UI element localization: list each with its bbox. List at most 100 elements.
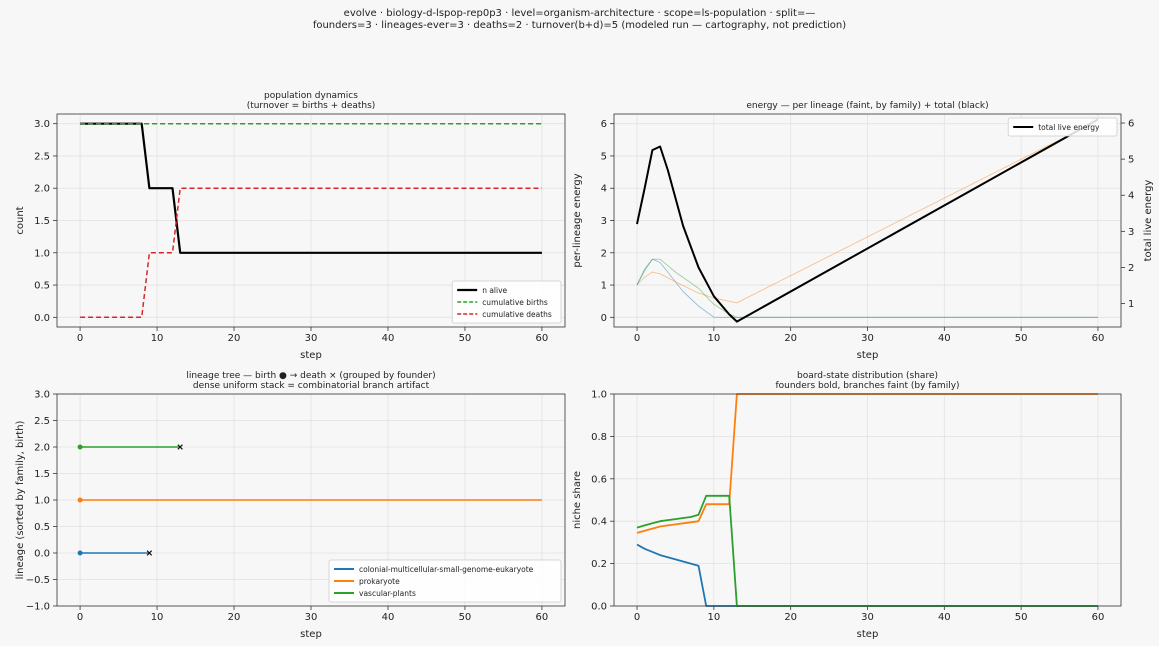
birth-marker-colonial-multicellular-small-genome-eukaryote (77, 550, 83, 556)
niche-share-title: board-state distribution (share) (797, 371, 938, 381)
niche-share-y-tick-label: 0.8 (591, 432, 607, 443)
population-y-label: count (15, 206, 26, 234)
lineage-tree-x-tick-label: 10 (151, 612, 164, 623)
population-series-group (80, 122, 542, 319)
lineage-tree-y-tick-label: −0.5 (26, 575, 50, 586)
lineage-tree-title: lineage tree — birth ● → death × (groupe… (186, 371, 435, 381)
energy-x-tick-label: 40 (938, 333, 951, 344)
lineage-tree-x-tick-label: 30 (305, 612, 318, 623)
population-x-tick-label: 20 (228, 333, 241, 344)
niche-share-frame (613, 393, 1122, 607)
lineage-tree-legend-box (328, 559, 562, 603)
lineage-tree-legend-label: vascular-plants (359, 589, 416, 598)
lineage-tree-y-tick-label: 1.0 (34, 496, 50, 507)
lineage-tree-series-group (77, 444, 542, 556)
energy-chart: 0 10 20 30 40 50 60 0 1 2 3 4 5 6 1 2 3 4 5 6 total live ene… (572, 101, 1154, 361)
figure-title: evolve · biology-d-lspop-rep0p3 · level=… (0, 8, 1159, 32)
niche-share-x-tick-label: 50 (1015, 612, 1028, 623)
energy-y-right-tick-label: 1 (1128, 299, 1134, 310)
population-frame (56, 113, 566, 328)
energy-x-tick-label: 0 (634, 333, 640, 344)
energy-y-right-tick-label: 5 (1128, 155, 1134, 166)
population-x-tick-label: 50 (459, 333, 472, 344)
lineage-tree-y-tick-label: 2.0 (34, 443, 50, 454)
niche-share-x-label: step (857, 629, 879, 640)
lineage-tree-legend-label: prokaryote (359, 577, 400, 586)
energy-legend: total live energy (1007, 117, 1118, 137)
population-x-tick-label: 60 (536, 333, 549, 344)
lineage-tree-y-tick-label: 1.5 (34, 469, 50, 480)
energy-y-tick-label: 2 (601, 248, 607, 259)
niche-share-y-tick-label: 0.0 (591, 602, 607, 613)
lineage-tree-y-tick-label: 0.0 (34, 549, 50, 560)
population-y-tick-label: 0.0 (34, 313, 50, 324)
population-chart: 0 10 20 30 40 50 60 0.0 0.5 1.0 1.5 2.0 2.5 3.0 popula… (15, 91, 566, 361)
energy-x-tick-label: 30 (861, 333, 874, 344)
lineage-tree-y-tick-label: 2.5 (34, 416, 50, 427)
energy-series-group (636, 118, 1099, 323)
energy-legend-box (1007, 117, 1118, 137)
lineage-tree-legend: colonial-multicellular-small-genome-euka… (328, 559, 562, 603)
population-y-tick-label: 2.0 (34, 184, 50, 195)
niche-share-x-tick-label: 0 (634, 612, 640, 623)
population-title: population dynamics (264, 91, 358, 101)
birth-marker-prokaryote (77, 497, 83, 503)
lineage-tree-x-tick-label: 60 (536, 612, 549, 623)
population-legend-label: cumulative deaths (482, 310, 552, 319)
population-x-tick-label: 10 (151, 333, 164, 344)
lineage-tree-y-tick-label: −1.0 (26, 602, 50, 613)
lineage-tree-y-label: lineage (sorted by family, birth) (15, 420, 26, 579)
population-legend-label: n alive (482, 286, 507, 295)
niche-share-y-tick-label: 0.6 (591, 474, 607, 485)
energy-frame (613, 113, 1122, 328)
energy-x-label: step (857, 350, 879, 361)
population-x-tick-label: 0 (77, 333, 83, 344)
energy-y-tick-label: 0 (601, 313, 607, 324)
population-x-tick-label: 30 (305, 333, 318, 344)
niche-share-x-tick-label: 30 (861, 612, 874, 623)
energy-y-right-label: total live energy (1143, 180, 1154, 262)
figure-title-line-1: evolve · biology-d-lspop-rep0p3 · level=… (343, 8, 816, 19)
niche-share-y-label: niche share (572, 471, 583, 529)
population-y-tick-label: 1.0 (34, 248, 50, 259)
population-x-tick-label: 40 (382, 333, 395, 344)
energy-line-vascular-plants (636, 258, 1098, 318)
lineage-tree-y-tick-label: 0.5 (34, 522, 50, 533)
lineage-tree-x-tick-label: 50 (459, 612, 472, 623)
energy-x-tick-label: 60 (1092, 333, 1105, 344)
population-line-cumulative deaths (80, 187, 542, 319)
lineage-tree-x-label: step (300, 629, 322, 640)
niche-share-chart: 0 10 20 30 40 50 60 0.0 0.2 0.4 0.6 0.8 1.0 board-sta… (572, 371, 1122, 640)
lineage-tree-frame (56, 393, 566, 607)
lineage-tree-x-tick-label: 40 (382, 612, 395, 623)
population-legend-label: cumulative births (482, 298, 548, 307)
niche-share-x-tick-label: 40 (938, 612, 951, 623)
energy-y-tick-label: 3 (601, 216, 607, 227)
niche-share-y-tick-label: 1.0 (591, 390, 607, 401)
energy-line-prokaryote (636, 120, 1099, 304)
energy-title: energy — per lineage (faint, by family) … (746, 101, 988, 111)
energy-legend-label: total live energy (1038, 123, 1100, 132)
population-y-tick-label: 2.5 (34, 151, 50, 162)
figure-title-line-2: founders=3 · lineages-ever=3 · deaths=2 … (312, 20, 847, 31)
niche-share-x-tick-label: 60 (1092, 612, 1105, 623)
energy-y-tick-label: 6 (601, 119, 607, 130)
population-y-tick-label: 0.5 (34, 281, 50, 292)
energy-line-total live energy (636, 118, 1099, 323)
energy-y-right-tick-label: 4 (1128, 191, 1134, 202)
energy-y-right-tick-label: 3 (1128, 227, 1134, 238)
energy-y-tick-label: 1 (601, 281, 607, 292)
death-marker-colonial-multicellular-small-genome-eukaryote (146, 550, 153, 556)
lineage-tree-legend-label: colonial-multicellular-small-genome-euka… (359, 565, 534, 574)
niche-share-x-tick-label: 10 (707, 612, 720, 623)
energy-x-tick-label: 10 (707, 333, 720, 344)
lineage-tree-x-tick-label: 20 (228, 612, 241, 623)
population-y-tick-label: 3.0 (34, 119, 50, 130)
niche-share-y-tick-label: 0.2 (591, 559, 607, 570)
niche-share-y-tick-label: 0.4 (591, 517, 607, 528)
population-y-tick-label: 1.5 (34, 216, 50, 227)
death-marker-vascular-plants (177, 444, 183, 450)
population-legend-box (451, 280, 562, 324)
energy-y-right-tick-label: 6 (1128, 119, 1134, 130)
